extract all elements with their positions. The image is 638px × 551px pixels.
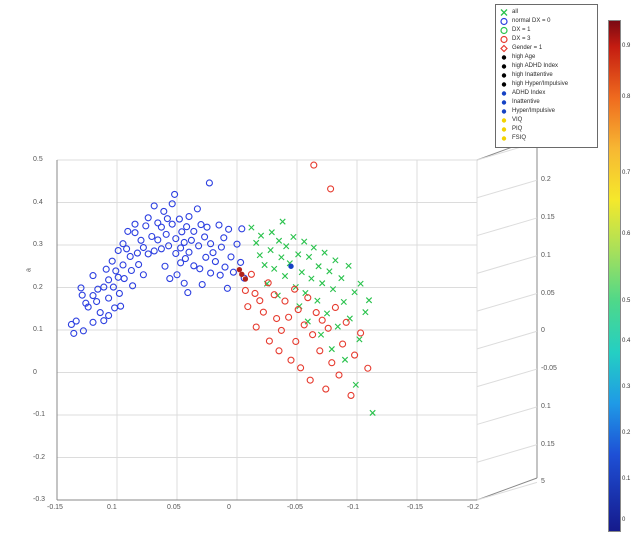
legend-swatch-dot [499,89,509,98]
y-tick-label: 0 [33,369,37,376]
z-side-tick-label: 0.1 [541,252,551,259]
y-tick-label: -0.3 [33,496,45,503]
colorbar-tick-label: 0.4 [622,338,630,344]
colorbar-tick-label: 0.8 [622,94,630,100]
z-side-tick-label: 0.2 [541,176,551,183]
x-tick-label: -0.1 [347,504,359,511]
legend-swatch-dot [499,134,509,143]
legend-item: DX = 3 [499,35,594,44]
legend-item: PIQ [499,125,594,134]
legend-label: ADHD Index [512,89,545,98]
colorbar-tick-label: 0.6 [622,231,630,237]
z-side-tick-label: 0 [541,327,545,334]
y-tick-label: 0.1 [33,326,43,333]
legend: allnormal DX = 0DX = 1DX = 3Gender = 1hi… [495,4,598,148]
legend-swatch-dot [499,98,509,107]
legend-item: high ADHD Index [499,62,594,71]
colorbar-strip [608,20,621,532]
legend-label: high Hyper/Impulsive [512,80,568,89]
legend-swatch-circle-o [499,26,509,35]
legend-label: FSIQ [512,134,526,143]
legend-label: high Age [512,53,535,62]
legend-item: normal DX = 0 [499,17,594,26]
z-side-tick-label: 5 [541,478,545,485]
legend-swatch-dot [499,71,509,80]
y-tick-label: 0.4 [33,199,43,206]
z-side-tick-label: 0.05 [541,290,555,297]
legend-item: FSIQ [499,134,594,143]
z-side-tick-label: 0.15 [541,214,555,221]
y-tick-label: -0.2 [33,454,45,461]
legend-label: all [512,8,518,17]
legend-swatch-dot [499,125,509,134]
legend-item: Gender = 1 [499,44,594,53]
colorbar-tick-label: 0.1 [622,476,630,482]
legend-label: DX = 1 [512,26,531,35]
x-tick-label: 0 [227,504,231,511]
legend-item: high Hyper/Impulsive [499,80,594,89]
plot-area: a -0.150.10.050-0.05-0.1-0.15-0.2 0.50.4… [25,10,555,530]
legend-label: Hyper/Impulsive [512,107,555,116]
legend-item: high Inattentive [499,71,594,80]
colorbar-tick-label: 0.7 [622,170,630,176]
x-tick-label: -0.15 [47,504,63,511]
legend-swatch-circle-o [499,35,509,44]
legend-item: all [499,8,594,17]
legend-swatch-x [499,8,509,17]
colorbar: 0.9 0.8 0.7 0.6 0.5 0.4 0.3 0.2 0.1 0 [608,20,630,530]
y-tick-label: 0.5 [33,156,43,163]
y-tick-label: 0.2 [33,284,43,291]
legend-label: VIQ [512,116,522,125]
x-tick-label: 0.1 [107,504,117,511]
z-side-tick-label: 0.15 [541,441,555,448]
legend-item: Inattentive [499,98,594,107]
legend-label: normal DX = 0 [512,17,551,26]
legend-swatch-dot [499,53,509,62]
legend-swatch-dot [499,107,509,116]
legend-label: Inattentive [512,98,540,107]
x-tick-label: 0.05 [167,504,181,511]
colorbar-tick-label: 0.5 [622,298,630,304]
x-tick-label: -0.15 [407,504,423,511]
colorbar-tick-label: 0 [622,517,625,523]
z-side-tick-label: 0.1 [541,403,551,410]
y-tick-label: 0.3 [33,241,43,248]
chart-root: a -0.150.10.050-0.05-0.1-0.15-0.2 0.50.4… [0,0,638,551]
colorbar-tick-label: 0.3 [622,384,630,390]
legend-item: VIQ [499,116,594,125]
legend-item: DX = 1 [499,26,594,35]
legend-item: Hyper/Impulsive [499,107,594,116]
x-tick-label: -0.05 [287,504,303,511]
legend-swatch-dot [499,62,509,71]
legend-swatch-circle-o [499,17,509,26]
legend-label: high Inattentive [512,71,553,80]
legend-swatch-dot [499,80,509,89]
scatter-plot [25,10,555,530]
legend-item: high Age [499,53,594,62]
colorbar-tick-label: 0.9 [622,43,630,49]
legend-swatch-diamond-o [499,44,509,53]
legend-item: ADHD Index [499,89,594,98]
colorbar-tick-label: 0.2 [622,430,630,436]
x-tick-label: -0.2 [467,504,479,511]
legend-label: PIQ [512,125,522,134]
z-side-tick-label: -0.05 [541,365,557,372]
legend-label: high ADHD Index [512,62,558,71]
legend-label: DX = 3 [512,35,531,44]
legend-swatch-dot [499,116,509,125]
y-tick-label: -0.1 [33,411,45,418]
legend-label: Gender = 1 [512,44,542,53]
y-axis-label: a [25,268,32,272]
